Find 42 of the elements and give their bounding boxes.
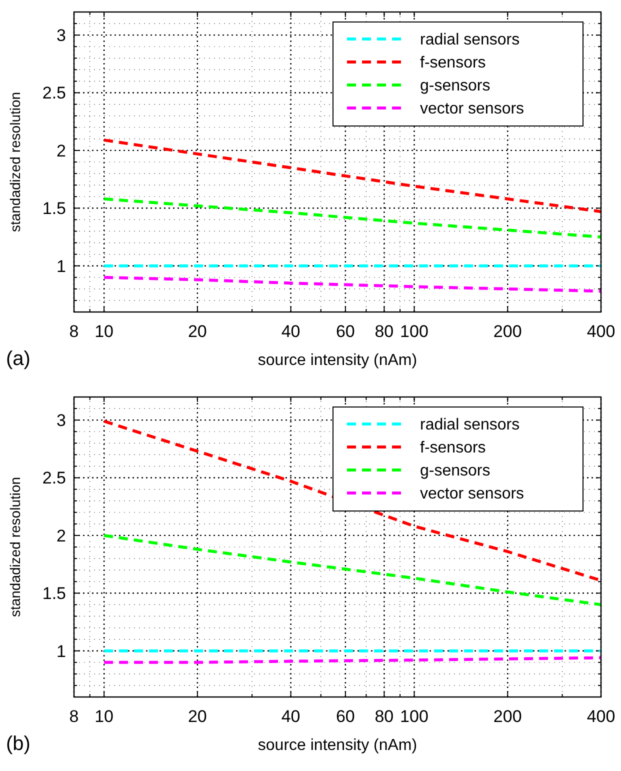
y-tick-label: 2.5 <box>42 84 66 103</box>
y-tick-label: 1 <box>56 256 66 276</box>
y-tick-label: 1.5 <box>42 584 66 604</box>
legend-label: radial sensors <box>420 416 520 434</box>
text: (b) <box>6 733 30 755</box>
x-tick-label: 60 <box>336 322 355 341</box>
y-axis-title: standadized resolution <box>7 476 23 618</box>
legend-label: f-sensors <box>420 440 486 457</box>
x-tick-label: 400 <box>586 322 616 341</box>
x-tick-label: 20 <box>188 322 207 341</box>
x-tick-label: 60 <box>336 707 355 726</box>
legend-label: g-sensors <box>420 462 490 480</box>
y-tick-label: 1.5 <box>42 199 66 218</box>
x-tick-label: 100 <box>400 322 428 341</box>
x-tick-label: 100 <box>400 707 428 726</box>
x-tick-label: 400 <box>586 707 616 726</box>
x-tick-label: 80 <box>374 322 394 341</box>
x-tick-label: 10 <box>94 322 114 341</box>
legend-label: f-sensors <box>420 54 486 72</box>
x-tick-label: 20 <box>188 707 207 726</box>
y-tick-label: 2.5 <box>42 468 66 488</box>
legend-label: g-sensors <box>420 78 490 95</box>
legend-label: vector sensors <box>420 486 524 503</box>
legend-label: radial sensors <box>420 32 520 49</box>
x-tick-label: 8 <box>69 707 79 726</box>
x-tick-label: 200 <box>493 322 522 341</box>
y-tick-label: 3 <box>56 26 66 46</box>
x-axis-title: source intensity (nAm) <box>258 737 418 754</box>
legend-label: vector sensors <box>420 100 524 118</box>
y-tick-label: 2 <box>56 526 66 546</box>
x-tick-label: 200 <box>493 707 522 726</box>
x-tick-label: 80 <box>374 707 394 726</box>
x-tick-label: 8 <box>69 322 79 341</box>
text: (a) <box>6 348 30 370</box>
y-tick-label: 3 <box>56 411 66 430</box>
x-tick-label: 40 <box>281 707 300 726</box>
x-tick-label: 10 <box>94 707 114 726</box>
y-tick-label: 2 <box>56 141 66 160</box>
x-tick-label: 40 <box>281 322 300 341</box>
y-tick-label: 1 <box>56 642 66 661</box>
y-axis-title: standadized resolution <box>7 92 23 232</box>
x-axis-title: source intensity (nAm) <box>258 352 418 369</box>
